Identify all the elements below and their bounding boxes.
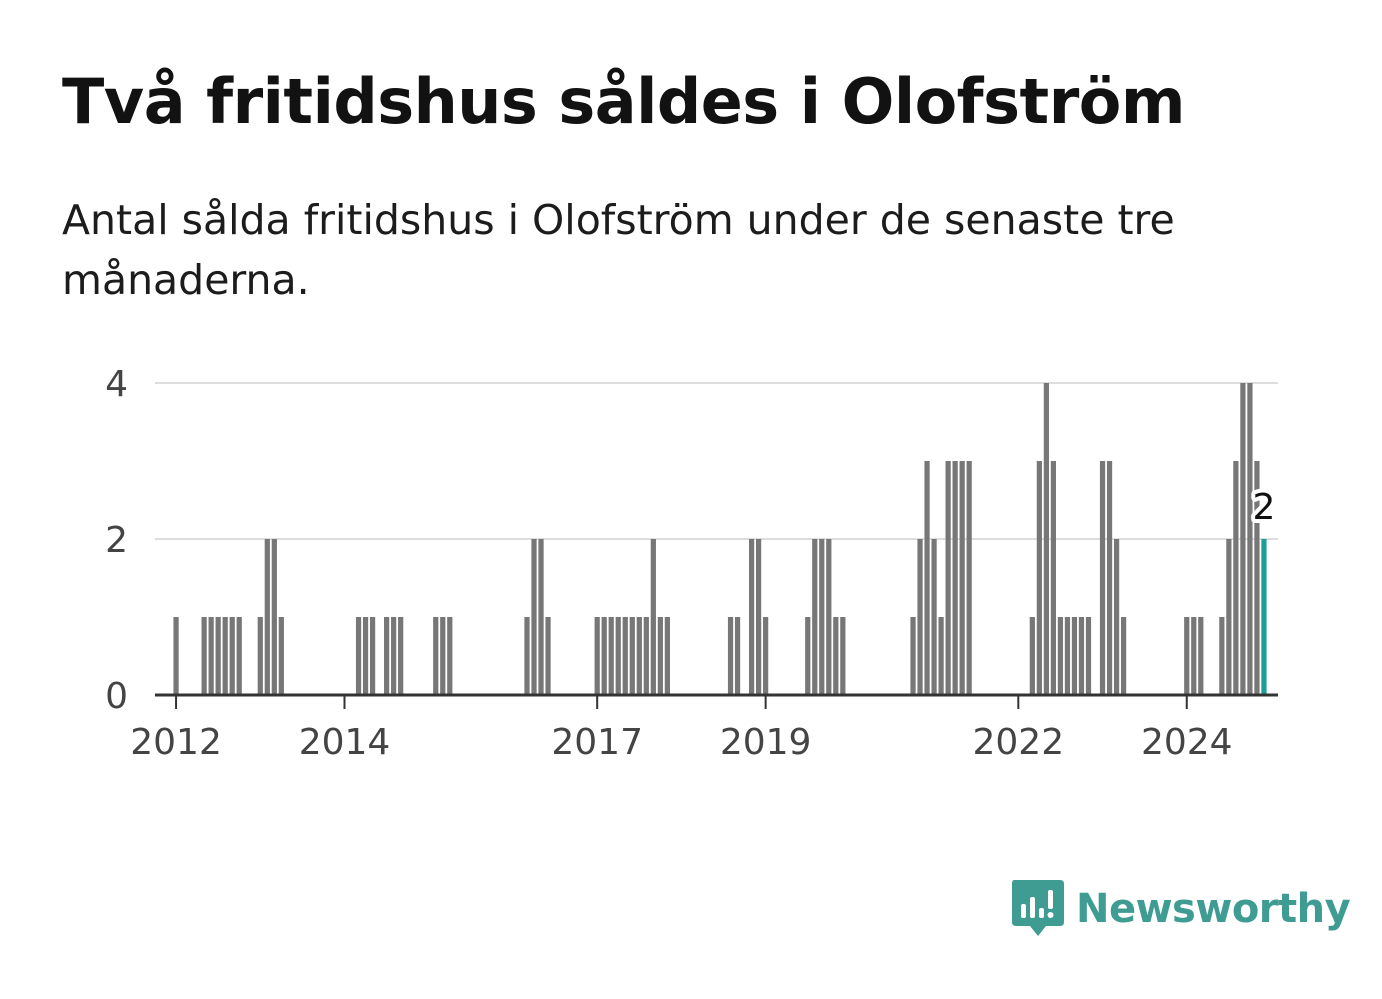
bar	[447, 617, 453, 695]
x-tick-label: 2012	[130, 722, 222, 763]
bar	[1120, 617, 1127, 695]
bar	[805, 617, 811, 695]
bar	[1106, 461, 1113, 695]
bar	[629, 617, 635, 695]
bar	[812, 539, 818, 695]
chart-title: Två fritidshus såldes i Olofström	[62, 65, 1185, 138]
bar	[1247, 383, 1253, 695]
y-tick-label: 4	[105, 364, 128, 405]
bar	[173, 617, 179, 695]
x-tick-label: 2019	[720, 722, 812, 763]
bar	[1071, 617, 1078, 695]
bar	[391, 617, 397, 695]
bar-chart-icon	[1012, 880, 1064, 936]
bar	[952, 461, 958, 695]
bar	[1043, 383, 1049, 695]
bar	[1050, 461, 1057, 695]
bar	[384, 617, 390, 695]
bar	[369, 617, 376, 695]
bar	[538, 539, 544, 695]
bar	[271, 539, 277, 695]
bar	[257, 617, 263, 695]
bar	[833, 617, 839, 695]
bar	[959, 461, 965, 695]
bar	[1191, 617, 1197, 695]
bar	[594, 617, 600, 695]
bar	[615, 617, 621, 695]
bar	[826, 539, 832, 695]
bar	[622, 617, 628, 695]
bar	[1198, 617, 1204, 695]
bar	[840, 617, 846, 695]
bar	[601, 617, 607, 695]
x-tick-label: 2014	[299, 722, 391, 763]
bar	[1261, 539, 1267, 695]
bar	[1226, 539, 1232, 695]
bar	[1029, 617, 1035, 695]
bar	[924, 461, 930, 695]
bar	[727, 617, 734, 695]
bar	[734, 617, 741, 695]
bar	[938, 617, 944, 695]
x-tick-label: 2017	[551, 722, 643, 763]
bar	[748, 539, 755, 695]
bar	[917, 539, 923, 695]
bar	[636, 617, 642, 695]
bar	[1254, 461, 1260, 695]
bar	[819, 539, 825, 695]
y-tick-label: 2	[105, 520, 128, 561]
bar	[398, 617, 404, 695]
bar	[1233, 461, 1239, 695]
bar	[1240, 383, 1246, 695]
bar	[524, 617, 530, 695]
bar	[355, 617, 362, 695]
bar	[945, 461, 951, 695]
bar	[531, 539, 537, 695]
bar	[931, 539, 937, 695]
bar	[664, 617, 670, 695]
bar	[1036, 461, 1042, 695]
bar	[966, 461, 972, 695]
bar	[1078, 617, 1085, 695]
bar	[215, 617, 221, 695]
newsworthy-logo: Newsworthy	[1010, 878, 1351, 940]
bar	[278, 617, 284, 695]
bar	[545, 617, 551, 695]
bar	[910, 617, 916, 695]
bar	[208, 617, 214, 695]
bar	[756, 539, 762, 695]
bar	[222, 617, 228, 695]
bar	[362, 617, 369, 695]
bar	[608, 617, 614, 695]
bar	[201, 617, 207, 695]
x-tick-label: 2024	[1141, 722, 1233, 763]
bar	[1219, 617, 1225, 695]
bar	[264, 539, 270, 695]
x-tick-label: 2022	[972, 722, 1064, 763]
bar	[643, 617, 649, 695]
bar	[650, 539, 656, 695]
bar	[1099, 461, 1106, 695]
bar	[657, 617, 663, 695]
highlight-value-label: 2	[1253, 487, 1276, 528]
y-tick-label: 0	[105, 676, 128, 717]
bar	[1113, 539, 1120, 695]
bar	[1085, 617, 1092, 695]
bar	[229, 617, 235, 695]
bar	[433, 617, 439, 695]
bar	[763, 617, 769, 695]
bar	[236, 617, 242, 695]
bar	[1057, 617, 1064, 695]
bar	[1184, 617, 1190, 695]
chart-subtitle: Antal sålda fritidshus i Olofström under…	[62, 196, 1175, 304]
bar	[440, 617, 446, 695]
logo-text: Newsworthy	[1076, 886, 1351, 932]
bar	[1064, 617, 1071, 695]
